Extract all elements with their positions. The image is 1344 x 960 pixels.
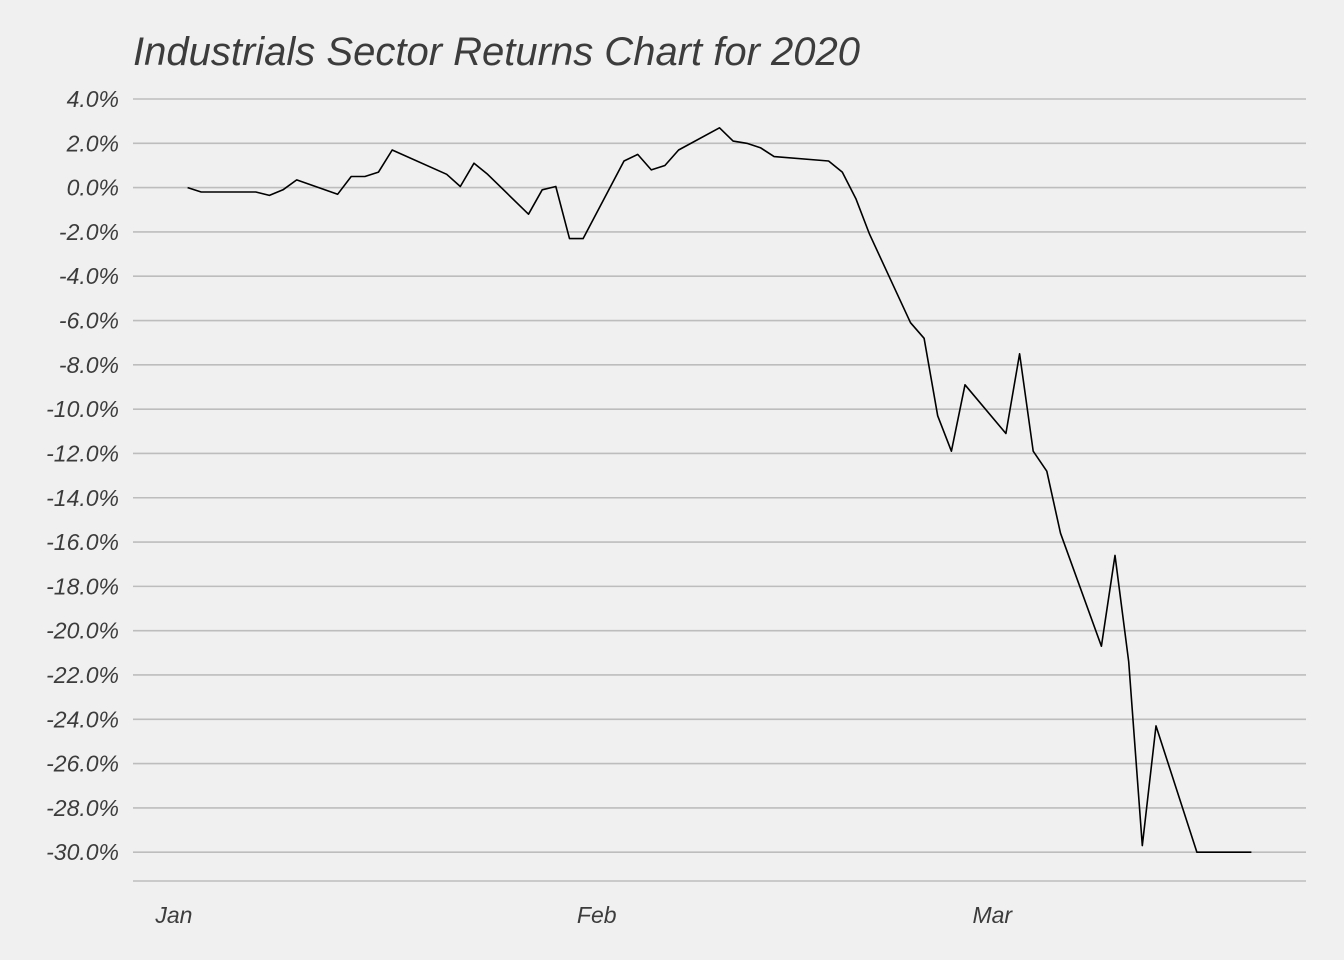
y-tick-label: -24.0% bbox=[46, 706, 119, 732]
x-tick-label: Mar bbox=[972, 902, 1013, 928]
y-tick-label: -2.0% bbox=[59, 219, 119, 245]
y-tick-label: 2.0% bbox=[66, 130, 119, 156]
series-line bbox=[187, 127, 1252, 854]
x-tick-label: Jan bbox=[154, 902, 192, 928]
x-axis-tick-labels: Jan Feb Mar bbox=[154, 902, 1013, 928]
y-tick-label: -8.0% bbox=[59, 352, 119, 378]
x-tick-label: Feb bbox=[577, 902, 617, 928]
y-tick-label: -4.0% bbox=[59, 263, 119, 289]
y-tick-label: -12.0% bbox=[46, 440, 119, 466]
y-tick-label: -20.0% bbox=[46, 618, 119, 644]
series bbox=[187, 127, 1252, 854]
y-tick-label: -6.0% bbox=[59, 308, 119, 334]
y-tick-label: 4.0% bbox=[67, 86, 119, 112]
y-tick-label: -16.0% bbox=[46, 529, 119, 555]
y-tick-label: -26.0% bbox=[46, 751, 119, 777]
y-tick-label: -28.0% bbox=[46, 795, 119, 821]
chart-title: Industrials Sector Returns Chart for 202… bbox=[133, 30, 861, 74]
y-tick-label: 0.0% bbox=[67, 175, 119, 201]
y-tick-label: -14.0% bbox=[46, 485, 119, 511]
y-tick-label: -18.0% bbox=[46, 573, 119, 599]
y-tick-label: -30.0% bbox=[46, 839, 119, 865]
y-tick-label: -22.0% bbox=[46, 662, 119, 688]
y-axis-tick-labels: 4.0% 2.0% 0.0% -2.0% -4.0% -6.0% -8.0% -10.0% -1… bbox=[46, 86, 119, 865]
y-tick-label: -10.0% bbox=[46, 396, 119, 422]
gridlines bbox=[133, 98, 1306, 882]
